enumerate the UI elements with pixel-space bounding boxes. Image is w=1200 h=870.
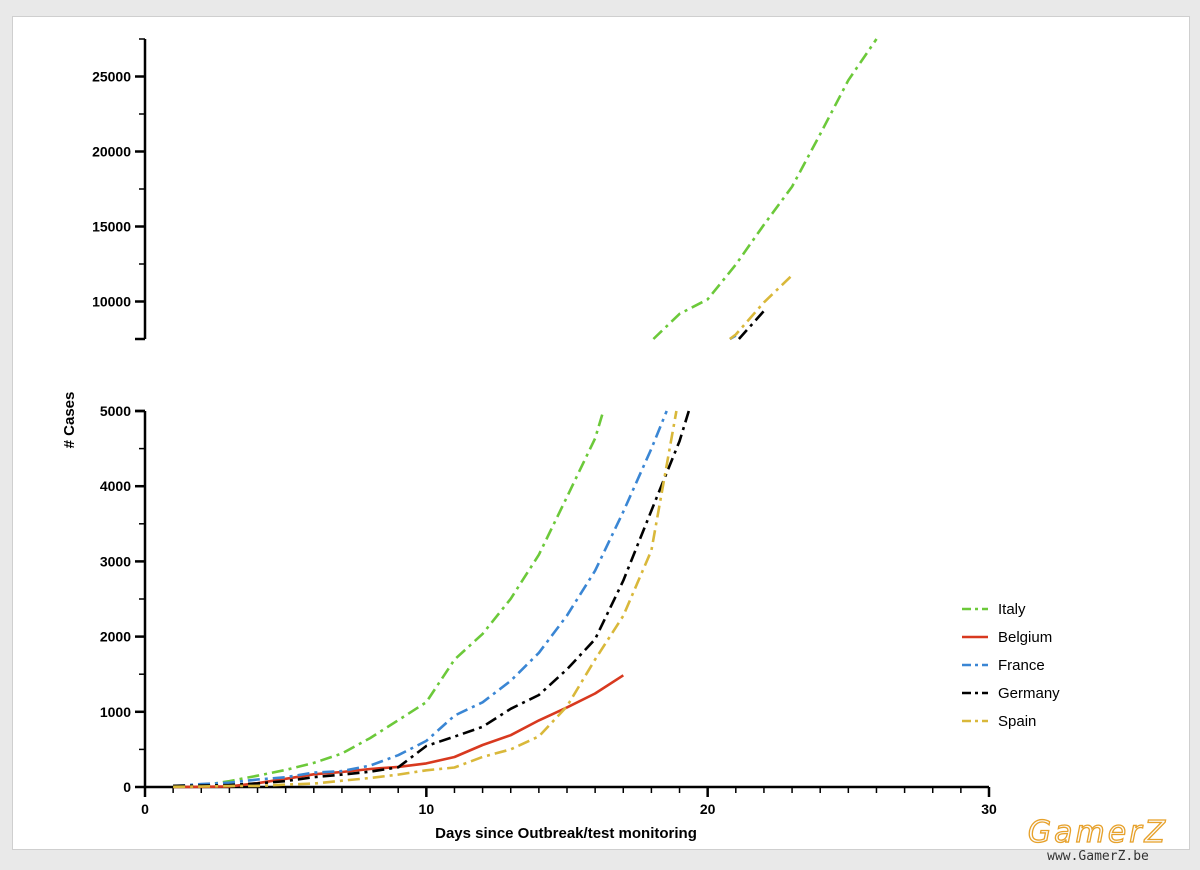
- series-line-upper: [652, 38, 878, 340]
- series-line-lower: [173, 674, 625, 789]
- y-tick-label: 3000: [100, 553, 131, 569]
- series-italy: [173, 38, 878, 789]
- y-axis-title: # Cases: [61, 392, 78, 449]
- series-belgium: [173, 674, 625, 789]
- y-tick-label: 10000: [92, 294, 131, 310]
- x-tick-label: 10: [419, 801, 435, 817]
- legend-label: Belgium: [998, 629, 1052, 646]
- y-tick-label: 2000: [100, 629, 131, 645]
- series-france: [173, 334, 737, 788]
- legend-label: Spain: [998, 713, 1036, 730]
- x-axis-title: Days since Outbreak/test monitoring: [435, 825, 697, 842]
- y-tick-label: 20000: [92, 144, 131, 160]
- y-tick-label: 15000: [92, 219, 131, 235]
- series-line-lower: [173, 410, 605, 789]
- y-tick-label: 0: [123, 779, 131, 795]
- chart-canvas: [12, 16, 1190, 850]
- series-germany: [173, 310, 765, 788]
- series-line-upper: [737, 310, 765, 340]
- series-spain: [173, 274, 794, 789]
- x-tick-label: 0: [141, 801, 149, 817]
- x-tick-label: 30: [981, 801, 997, 817]
- legend-label: Italy: [998, 601, 1026, 618]
- series-line-lower: [173, 410, 678, 789]
- axes: 0 1000 2000 3000 4000 5000 10000 15000 20000 2500…: [92, 38, 997, 817]
- y-tick-label: 5000: [100, 403, 131, 419]
- series-layer: [173, 38, 878, 789]
- legend-label: France: [998, 657, 1045, 674]
- legend-label: Germany: [998, 685, 1060, 702]
- y-tick-label: 4000: [100, 478, 131, 494]
- x-tick-label: 20: [700, 801, 716, 817]
- watermark-logo: GamerZ: [1027, 814, 1168, 850]
- series-line-lower: [173, 410, 691, 788]
- series-line-lower: [173, 410, 668, 788]
- y-tick-label: 1000: [100, 704, 131, 720]
- watermark-name: GamerZ: [1028, 815, 1168, 850]
- legend: Italy Belgium France Germany Spain: [962, 601, 1060, 730]
- watermark-url: www.GamerZ.be: [1047, 849, 1149, 864]
- series-line-upper: [729, 274, 794, 341]
- y-tick-label: 25000: [92, 69, 131, 85]
